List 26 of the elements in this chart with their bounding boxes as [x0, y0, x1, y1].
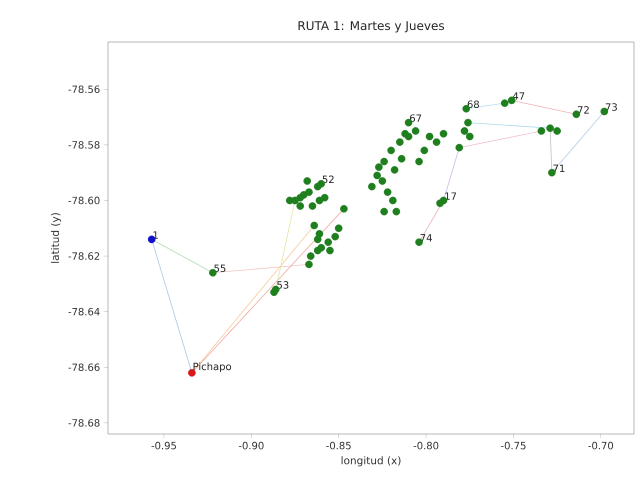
y-tick-label: -78.60: [68, 196, 100, 204]
annotation: 55: [214, 264, 226, 272]
annotation: 53: [277, 281, 288, 289]
annotation: 72: [578, 106, 589, 114]
y-tick-label: -78.68: [68, 419, 100, 427]
y-axis-title: latitud (y): [50, 213, 62, 263]
annotation: 73: [606, 103, 617, 111]
x-tick-label: -0.95: [151, 442, 176, 450]
x-tick-label: -0.75: [500, 442, 526, 450]
y-tick-label: -78.56: [68, 85, 100, 94]
x-tick-label: -0.80: [414, 442, 438, 450]
annotation: 47: [512, 92, 524, 100]
annotation: Pichapo: [194, 362, 232, 372]
y-tick-label: -78.58: [68, 141, 100, 149]
x-tick-label: -0.70: [588, 442, 614, 450]
annotation: 52: [322, 176, 334, 184]
chart-title: RUTA 1: Martes y Jueves: [298, 21, 444, 32]
annotation: 74: [420, 234, 432, 242]
y-tick-label: -78.66: [68, 363, 100, 372]
x-tick-label: -0.85: [326, 442, 351, 450]
annotation: 68: [468, 100, 479, 108]
x-axis-title: longitud (x): [342, 456, 400, 466]
y-tick-label: -78.64: [68, 308, 100, 316]
x-tick-label: -0.90: [238, 442, 264, 450]
annotation: 71: [553, 164, 564, 172]
y-tick-label: -78.62: [68, 252, 100, 260]
